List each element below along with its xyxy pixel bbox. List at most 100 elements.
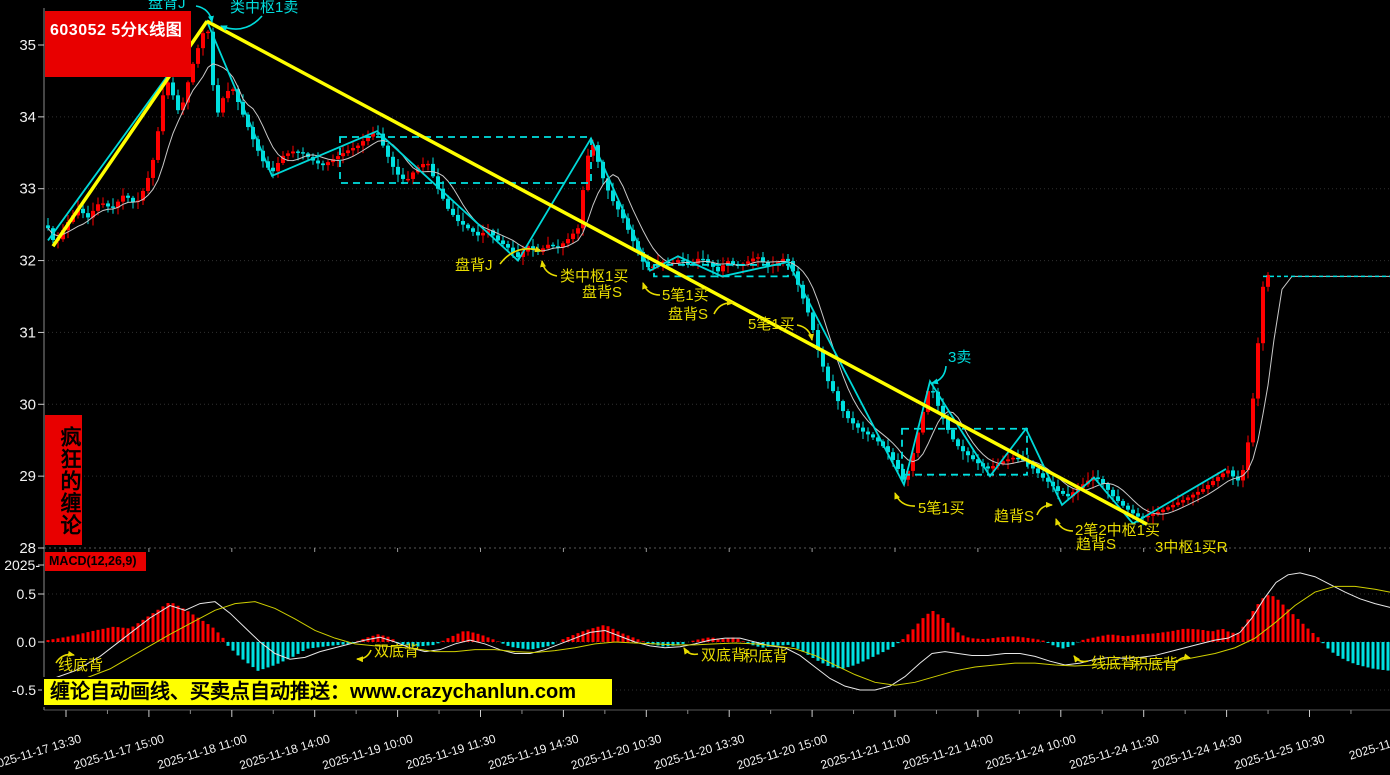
macd-bar[interactable] xyxy=(1151,633,1155,642)
candle-body[interactable] xyxy=(1046,477,1050,482)
candle-body[interactable] xyxy=(251,127,255,140)
candle-body[interactable] xyxy=(811,312,815,331)
candle-body[interactable] xyxy=(451,208,455,215)
macd-bar[interactable] xyxy=(61,637,65,642)
candle-body[interactable] xyxy=(1111,489,1115,497)
candle-body[interactable] xyxy=(556,246,560,248)
macd-bar[interactable] xyxy=(836,642,840,669)
candle-body[interactable] xyxy=(1216,477,1220,482)
candle-body[interactable] xyxy=(351,147,355,151)
candle-body[interactable] xyxy=(1201,489,1205,492)
candle-body[interactable] xyxy=(1226,470,1230,474)
macd-bar[interactable] xyxy=(1176,629,1180,642)
candle-body[interactable] xyxy=(1151,514,1155,516)
macd-bar[interactable] xyxy=(671,642,675,646)
macd-bar[interactable] xyxy=(916,623,920,642)
macd-bar[interactable] xyxy=(831,642,835,668)
candle-body[interactable] xyxy=(971,455,975,460)
candle-body[interactable] xyxy=(1001,461,1005,464)
candle-body[interactable] xyxy=(776,262,780,265)
macd-bar[interactable] xyxy=(331,642,335,646)
macd-bar[interactable] xyxy=(946,622,950,642)
candle-body[interactable] xyxy=(956,439,960,447)
candle-body[interactable] xyxy=(276,162,280,172)
candle-body[interactable] xyxy=(151,159,155,178)
candle-body[interactable] xyxy=(446,198,450,209)
macd-bar[interactable] xyxy=(326,642,330,647)
macd-bar[interactable] xyxy=(1211,631,1215,642)
macd-bar[interactable] xyxy=(871,642,875,657)
candle-body[interactable] xyxy=(96,204,100,211)
macd-bar[interactable] xyxy=(1296,618,1300,642)
candle-body[interactable] xyxy=(931,391,935,393)
candle-body[interactable] xyxy=(106,203,110,207)
promo-banner[interactable]: 缠论自动画线、买卖点自动推送：www.crazychanlun.com xyxy=(42,677,614,707)
macd-bar[interactable] xyxy=(776,642,780,646)
candle-body[interactable] xyxy=(326,162,330,166)
macd-bar[interactable] xyxy=(181,608,185,642)
macd-bar[interactable] xyxy=(676,642,680,646)
macd-bar[interactable] xyxy=(546,642,550,647)
macd-bar[interactable] xyxy=(481,635,485,642)
candle-body[interactable] xyxy=(171,82,175,96)
macd-bar[interactable] xyxy=(841,642,845,669)
candle-body[interactable] xyxy=(566,239,570,244)
candle-body[interactable] xyxy=(1256,343,1260,399)
macd-bar[interactable] xyxy=(1156,632,1160,642)
macd-bar[interactable] xyxy=(941,618,945,642)
candle-body[interactable] xyxy=(146,177,150,191)
candle-body[interactable] xyxy=(926,391,930,412)
macd-bar[interactable] xyxy=(581,631,585,642)
macd-bar[interactable] xyxy=(321,642,325,647)
candle-body[interactable] xyxy=(756,257,760,259)
macd-bar[interactable] xyxy=(496,641,500,642)
candle-body[interactable] xyxy=(916,432,920,454)
macd-bar[interactable] xyxy=(1021,637,1025,642)
candle-body[interactable] xyxy=(166,82,170,96)
candle-body[interactable] xyxy=(366,136,370,142)
macd-bar[interactable] xyxy=(226,642,230,646)
candle-body[interactable] xyxy=(1211,481,1215,486)
macd-bar[interactable] xyxy=(1116,635,1120,642)
macd-bar[interactable] xyxy=(241,642,245,660)
candle-body[interactable] xyxy=(431,163,435,177)
candle-body[interactable] xyxy=(761,257,765,263)
candle-body[interactable] xyxy=(561,243,565,248)
candle-body[interactable] xyxy=(576,228,580,234)
candle-body[interactable] xyxy=(476,231,480,236)
macd-bar[interactable] xyxy=(921,618,925,642)
macd-bar[interactable] xyxy=(66,636,70,642)
macd-bar[interactable] xyxy=(1301,623,1305,642)
macd-bar[interactable] xyxy=(1276,599,1280,642)
candle-body[interactable] xyxy=(681,260,685,262)
macd-bar[interactable] xyxy=(821,642,825,664)
macd-bar[interactable] xyxy=(1316,637,1320,642)
candle-body[interactable] xyxy=(701,258,705,261)
macd-bar[interactable] xyxy=(551,642,555,645)
macd-bar[interactable] xyxy=(351,642,355,643)
macd-bar[interactable] xyxy=(541,642,545,648)
candle-body[interactable] xyxy=(961,446,965,452)
macd-bar[interactable] xyxy=(791,642,795,647)
macd-bar[interactable] xyxy=(261,642,265,670)
macd-bar[interactable] xyxy=(816,642,820,661)
macd-bar[interactable] xyxy=(306,642,310,649)
candle-body[interactable] xyxy=(511,247,515,253)
macd-bar[interactable] xyxy=(861,642,865,662)
macd-bar[interactable] xyxy=(491,639,495,642)
candle-body[interactable] xyxy=(221,98,225,113)
macd-bar[interactable] xyxy=(1376,642,1380,670)
candle-body[interactable] xyxy=(1181,500,1185,503)
macd-bar[interactable] xyxy=(626,635,630,642)
candle-body[interactable] xyxy=(471,228,475,232)
macd-bar[interactable] xyxy=(1271,596,1275,642)
macd-bar[interactable] xyxy=(1011,636,1015,642)
candle-body[interactable] xyxy=(296,151,300,153)
candle-body[interactable] xyxy=(686,261,690,265)
macd-bar[interactable] xyxy=(1181,628,1185,642)
candle-body[interactable] xyxy=(1011,457,1015,460)
candle-body[interactable] xyxy=(821,349,825,367)
macd-bar[interactable] xyxy=(726,638,730,642)
candle-body[interactable] xyxy=(301,152,305,154)
macd-bar[interactable] xyxy=(316,642,320,648)
